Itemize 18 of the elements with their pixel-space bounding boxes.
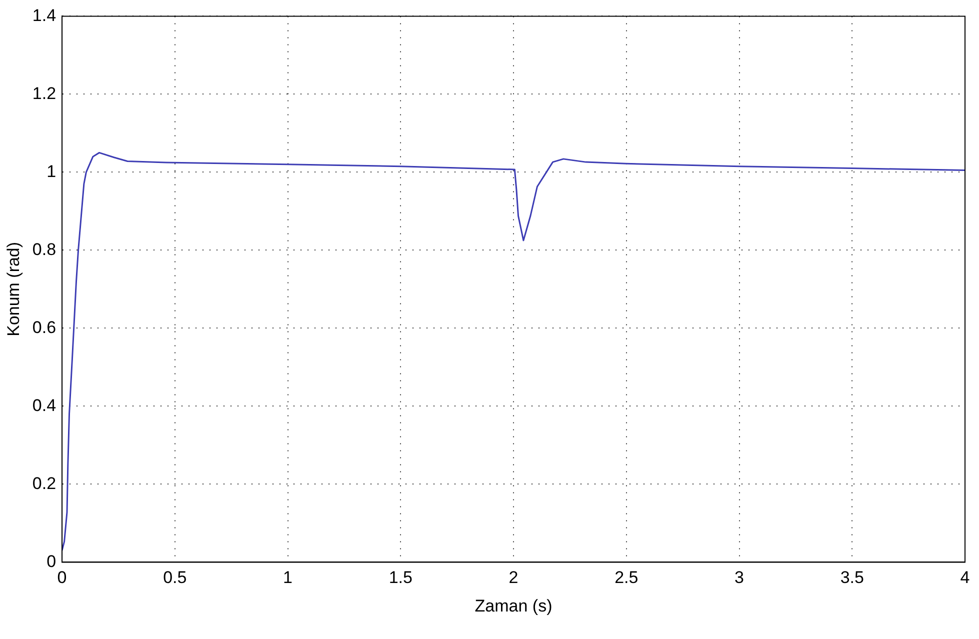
y-tick-label: 0 bbox=[46, 552, 56, 571]
x-tick-label: 0.5 bbox=[163, 568, 187, 588]
x-tick-label: 4 bbox=[960, 568, 970, 588]
y-tick-label: 1.4 bbox=[32, 6, 56, 25]
y-tick-label: 1 bbox=[46, 162, 56, 181]
y-tick-label: 0.8 bbox=[32, 240, 56, 259]
x-tick-label: 2 bbox=[508, 568, 518, 588]
x-tick-label: 1 bbox=[283, 568, 293, 588]
x-tick-label: 1.5 bbox=[388, 568, 412, 588]
y-tick-label: 0.6 bbox=[32, 318, 56, 337]
y-tick-label: 0.4 bbox=[32, 396, 56, 415]
y-axis-title: Konum (rad) bbox=[4, 242, 23, 336]
x-axis-title: Zaman (s) bbox=[474, 596, 552, 616]
y-tick-label: 0.2 bbox=[32, 474, 56, 493]
y-tick-label: 1.2 bbox=[32, 84, 56, 103]
x-tick-label: 2.5 bbox=[614, 568, 638, 588]
x-tick-label: 3 bbox=[734, 568, 744, 588]
x-tick-label: 3.5 bbox=[840, 568, 864, 588]
